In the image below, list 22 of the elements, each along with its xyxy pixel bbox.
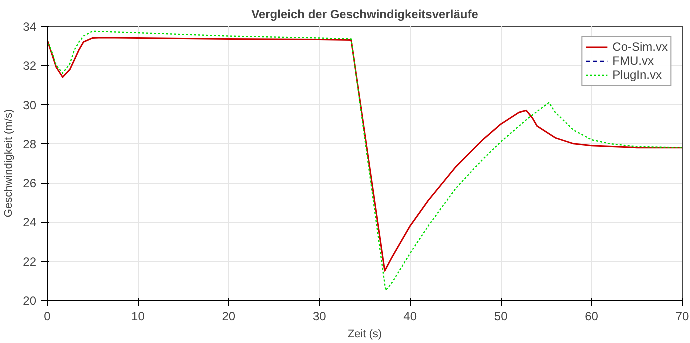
y-tick-label: 30 <box>23 98 37 112</box>
y-tick-label: 24 <box>23 216 37 230</box>
y-tick-label: 20 <box>23 294 37 308</box>
x-tick-label: 30 <box>312 310 327 324</box>
legend-label: PlugIn.vx <box>612 68 662 82</box>
x-tick-label: 70 <box>676 310 690 324</box>
x-tick-label: 20 <box>222 310 236 324</box>
chart-title: Vergleich der Geschwindigkeitsverläufe <box>252 8 479 22</box>
y-tick-label: 34 <box>23 20 37 34</box>
legend-label: Co-Sim.vx <box>612 40 668 54</box>
x-tick-label: 10 <box>132 310 146 324</box>
x-tick-label: 60 <box>585 310 599 324</box>
x-axis-title: Zeit (s) <box>348 328 382 340</box>
y-tick-label: 22 <box>23 254 37 269</box>
y-axis-title: Geschwindigkeit (m/s) <box>3 109 16 218</box>
x-tick-label: 0 <box>44 310 52 324</box>
y-tick-label: 32 <box>23 59 37 74</box>
x-tick-label: 50 <box>494 310 508 324</box>
y-tick-label: 26 <box>23 176 37 191</box>
x-tick-label: 40 <box>404 310 418 324</box>
y-tick-label: 28 <box>23 137 37 152</box>
legend-label: FMU.vx <box>612 54 654 68</box>
